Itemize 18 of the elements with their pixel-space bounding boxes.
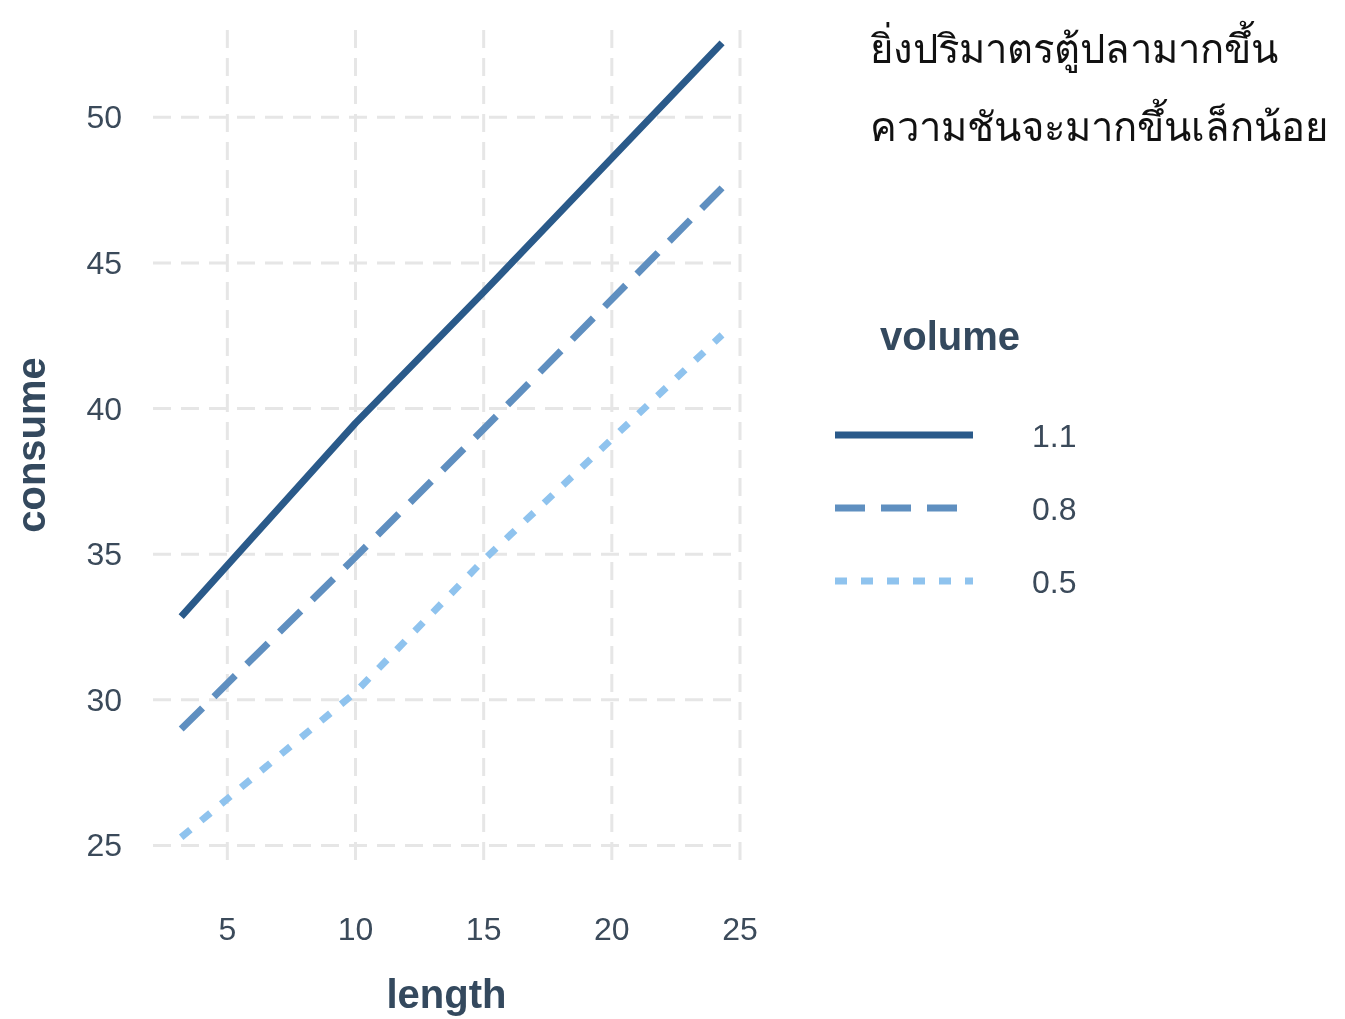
x-tick-label: 20 xyxy=(594,911,630,947)
x-tick-label: 25 xyxy=(722,911,758,947)
y-tick-label: 40 xyxy=(86,390,122,427)
y-tick-label: 25 xyxy=(86,827,122,864)
y-axis-title: consume xyxy=(9,357,53,533)
x-tick-label: 15 xyxy=(465,911,502,947)
legend-label: 0.8 xyxy=(1032,491,1077,527)
text: ยิ่งปริมาตรตู้ปลามากขึ้น ความชันจะมากขึ้นเล็กน้อย xyxy=(870,20,1328,149)
legend-title: volume xyxy=(880,314,1021,358)
legend-label: 0.5 xyxy=(1032,564,1077,600)
legend-label: 1.1 xyxy=(1032,418,1077,454)
y-tick-label: 30 xyxy=(86,681,122,718)
x-tick-label: 5 xyxy=(218,911,237,947)
y-tick-label: 35 xyxy=(86,536,122,573)
x-tick-label: 10 xyxy=(337,911,374,947)
x-axis-title: length xyxy=(386,972,507,1016)
y-tick-label: 45 xyxy=(86,244,122,281)
y-tick-label: 50 xyxy=(86,99,122,136)
